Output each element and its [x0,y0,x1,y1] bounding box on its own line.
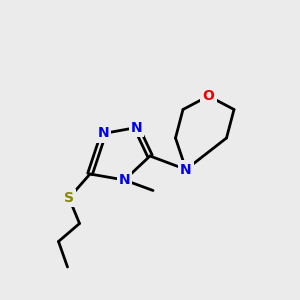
Text: N: N [180,163,192,176]
Text: N: N [98,127,109,140]
Text: N: N [119,173,130,187]
Text: O: O [202,89,214,103]
Text: S: S [64,191,74,205]
Text: N: N [131,121,142,134]
